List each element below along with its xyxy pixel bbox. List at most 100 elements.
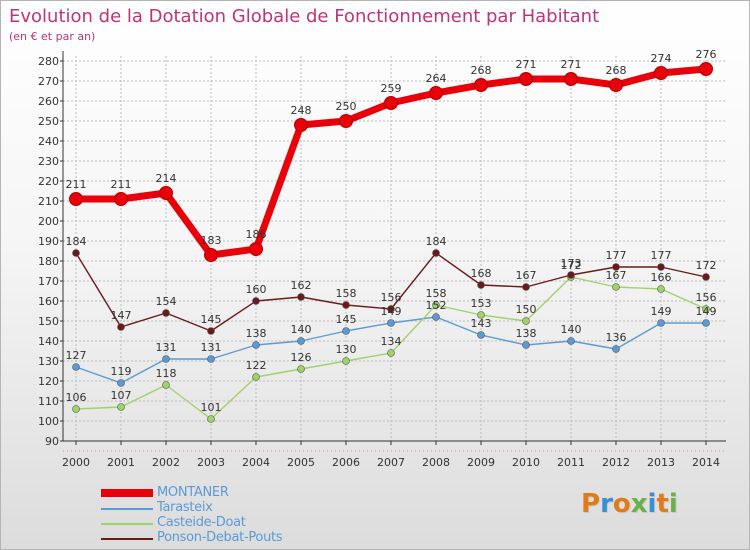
logo-letter: i bbox=[647, 489, 657, 519]
data-point bbox=[207, 415, 215, 423]
data-point bbox=[477, 311, 485, 319]
chart-subtitle: (en € et par an) bbox=[9, 30, 96, 43]
data-point bbox=[387, 319, 395, 327]
data-point bbox=[342, 301, 350, 309]
proxiti-logo: Proxiti bbox=[581, 489, 678, 519]
data-label: 172 bbox=[696, 259, 717, 272]
data-point bbox=[699, 62, 713, 76]
data-label: 131 bbox=[201, 341, 222, 354]
y-tick-label: 140 bbox=[38, 335, 59, 348]
data-label: 107 bbox=[111, 389, 132, 402]
y-tick-label: 260 bbox=[38, 95, 59, 108]
data-label: 271 bbox=[561, 58, 582, 71]
legend-label-casteide-doat: Casteide-Doat bbox=[157, 515, 246, 530]
x-tick-label: 2010 bbox=[512, 456, 540, 469]
data-point bbox=[207, 327, 215, 335]
y-tick-label: 240 bbox=[38, 135, 59, 148]
data-point bbox=[657, 319, 665, 327]
data-label: 119 bbox=[111, 365, 132, 378]
legend-label-ponson-debat-pouts: Ponson-Debat-Pouts bbox=[157, 530, 283, 545]
data-label: 166 bbox=[651, 271, 672, 284]
gridlines bbox=[63, 56, 726, 442]
data-point bbox=[297, 293, 305, 301]
data-label: 167 bbox=[516, 269, 537, 282]
data-label: 211 bbox=[66, 178, 87, 191]
x-tick-label: 2013 bbox=[647, 456, 675, 469]
data-label: 214 bbox=[156, 172, 177, 185]
y-tick-label: 190 bbox=[38, 235, 59, 248]
data-point bbox=[162, 309, 170, 317]
legend-label-montaner: MONTANER bbox=[157, 485, 229, 500]
x-tick-label: 2012 bbox=[602, 456, 630, 469]
y-tick-label: 200 bbox=[38, 215, 59, 228]
data-point bbox=[432, 249, 440, 257]
data-point bbox=[477, 331, 485, 339]
data-point bbox=[72, 363, 80, 371]
legend-swatch-ponson-debat-pouts bbox=[101, 538, 153, 540]
data-label: 177 bbox=[606, 249, 627, 262]
x-tick-label: 2009 bbox=[467, 456, 495, 469]
x-tick-label: 2001 bbox=[107, 456, 135, 469]
data-label: 173 bbox=[561, 257, 582, 270]
y-tick-label: 110 bbox=[38, 395, 59, 408]
data-label: 149 bbox=[651, 305, 672, 318]
data-label: 149 bbox=[696, 305, 717, 318]
data-label: 268 bbox=[471, 64, 492, 77]
data-point bbox=[339, 114, 353, 128]
data-label: 153 bbox=[471, 297, 492, 310]
data-label: 162 bbox=[291, 279, 312, 292]
logo-letter: i bbox=[668, 489, 678, 519]
data-label: 167 bbox=[606, 269, 627, 282]
data-label: 177 bbox=[651, 249, 672, 262]
data-point bbox=[612, 345, 620, 353]
data-point bbox=[252, 373, 260, 381]
data-label: 138 bbox=[516, 327, 537, 340]
data-label: 276 bbox=[696, 48, 717, 61]
data-label: 274 bbox=[651, 52, 672, 65]
data-point bbox=[114, 192, 128, 206]
y-tick-label: 230 bbox=[38, 155, 59, 168]
data-label: 127 bbox=[66, 349, 87, 362]
data-point bbox=[384, 96, 398, 110]
data-labels-layer: 211 211 214 183 186 248 250 259 264 268 271 271 268 2… bbox=[66, 48, 717, 414]
data-point bbox=[477, 281, 485, 289]
data-label: 168 bbox=[471, 267, 492, 280]
logo-letter: P bbox=[581, 489, 601, 519]
data-point bbox=[117, 379, 125, 387]
data-point bbox=[522, 283, 530, 291]
data-point bbox=[612, 263, 620, 271]
x-tick-label: 2011 bbox=[557, 456, 585, 469]
y-tick-label: 170 bbox=[38, 275, 59, 288]
x-tick-label: 2007 bbox=[377, 456, 405, 469]
data-point bbox=[702, 305, 710, 313]
data-point bbox=[204, 248, 218, 262]
x-tick-label: 2014 bbox=[692, 456, 720, 469]
data-point bbox=[657, 285, 665, 293]
data-label: 264 bbox=[426, 72, 447, 85]
data-point bbox=[72, 249, 80, 257]
data-point bbox=[654, 66, 668, 80]
data-label: 152 bbox=[426, 299, 447, 312]
data-point bbox=[387, 349, 395, 357]
data-label: 126 bbox=[291, 351, 312, 364]
data-label: 106 bbox=[66, 391, 87, 404]
data-label: 118 bbox=[156, 367, 177, 380]
data-point bbox=[567, 337, 575, 345]
data-point bbox=[117, 323, 125, 331]
data-label: 186 bbox=[246, 228, 267, 241]
data-label: 156 bbox=[381, 291, 402, 304]
y-tick-label: 220 bbox=[38, 175, 59, 188]
data-point bbox=[69, 192, 83, 206]
y-tick-label: 210 bbox=[38, 195, 59, 208]
data-point bbox=[702, 319, 710, 327]
data-label: 259 bbox=[381, 82, 402, 95]
data-point bbox=[162, 355, 170, 363]
data-label: 145 bbox=[336, 313, 357, 326]
data-label: 150 bbox=[516, 303, 537, 316]
data-point bbox=[522, 317, 530, 325]
y-tick-label: 270 bbox=[38, 75, 59, 88]
y-tick-label: 280 bbox=[38, 55, 59, 68]
logo-letter: t bbox=[656, 489, 669, 519]
